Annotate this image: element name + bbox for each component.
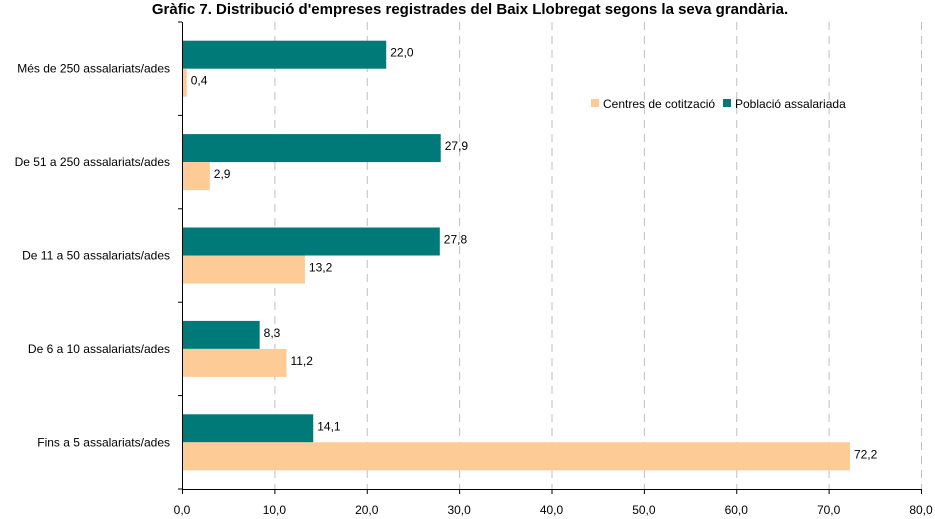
bar-centres-cotitzacio: [183, 442, 850, 471]
x-tick-label: 70,0: [817, 503, 841, 517]
data-label: 27,9: [445, 139, 469, 153]
x-tick-label: 20,0: [355, 503, 379, 517]
data-label: 0,4: [191, 74, 208, 88]
category-label: De 6 a 10 assalariats/ades: [28, 342, 170, 356]
x-tick-label: 40,0: [540, 503, 564, 517]
category-labels: Més de 250 assalariats/ades De 51 a 250 a…: [15, 62, 170, 450]
x-tick-label: 10,0: [263, 503, 287, 517]
category-label: De 51 a 250 assalariats/ades: [15, 155, 170, 169]
legend-label-centres: Centres de cotització: [603, 97, 715, 111]
bar-poblacio-assalariada: [183, 40, 387, 69]
chart-title: Gràfic 7. Distribució d'empreses registr…: [152, 1, 788, 18]
data-label: 72,2: [854, 447, 878, 461]
data-label: 8,3: [264, 326, 281, 340]
legend-label-poblacio: Població assalariada: [735, 97, 846, 111]
x-tick-labels: 0,0 10,0 20,0 30,0 40,0 50,0 60,0 70,0 80,0: [174, 503, 933, 517]
bar-centres-cotitzacio: [183, 68, 187, 97]
data-label: 11,2: [290, 354, 313, 368]
data-label: 2,9: [214, 167, 231, 181]
x-tick-label: 0,0: [174, 503, 191, 517]
category-label: De 11 a 50 assalariats/ades: [22, 249, 170, 263]
grid-lines: [274, 22, 922, 489]
x-tick-label: 50,0: [632, 503, 656, 517]
category-label: Més de 250 assalariats/ades: [17, 62, 170, 76]
bar-poblacio-assalariada: [183, 227, 440, 256]
bars: [183, 40, 850, 471]
bar-poblacio-assalariada: [183, 320, 260, 349]
x-tick-label: 80,0: [909, 503, 933, 517]
axes: [178, 21, 922, 494]
bar-centres-cotitzacio: [183, 162, 210, 191]
legend-swatch-centres: [591, 99, 599, 107]
bar-centres-cotitzacio: [183, 255, 305, 284]
data-label: 27,8: [444, 233, 468, 247]
bar-poblacio-assalariada: [183, 134, 441, 163]
data-label: 14,1: [317, 419, 341, 433]
x-tick-label: 60,0: [725, 503, 749, 517]
data-label: 13,2: [309, 261, 333, 275]
category-label: Fins a 5 assalariats/ades: [37, 435, 170, 449]
data-label: 22,0: [390, 46, 414, 60]
bar-poblacio-assalariada: [183, 414, 314, 443]
x-tick-label: 30,0: [447, 503, 471, 517]
legend: Centres de cotització Població assalaria…: [591, 97, 846, 111]
data-labels: 22,0 0,4 27,9 2,9 27,8 13,2 8,3 11,2 14,1 72,2: [191, 46, 878, 462]
bar-centres-cotitzacio: [183, 348, 287, 377]
legend-swatch-poblacio: [723, 99, 731, 107]
